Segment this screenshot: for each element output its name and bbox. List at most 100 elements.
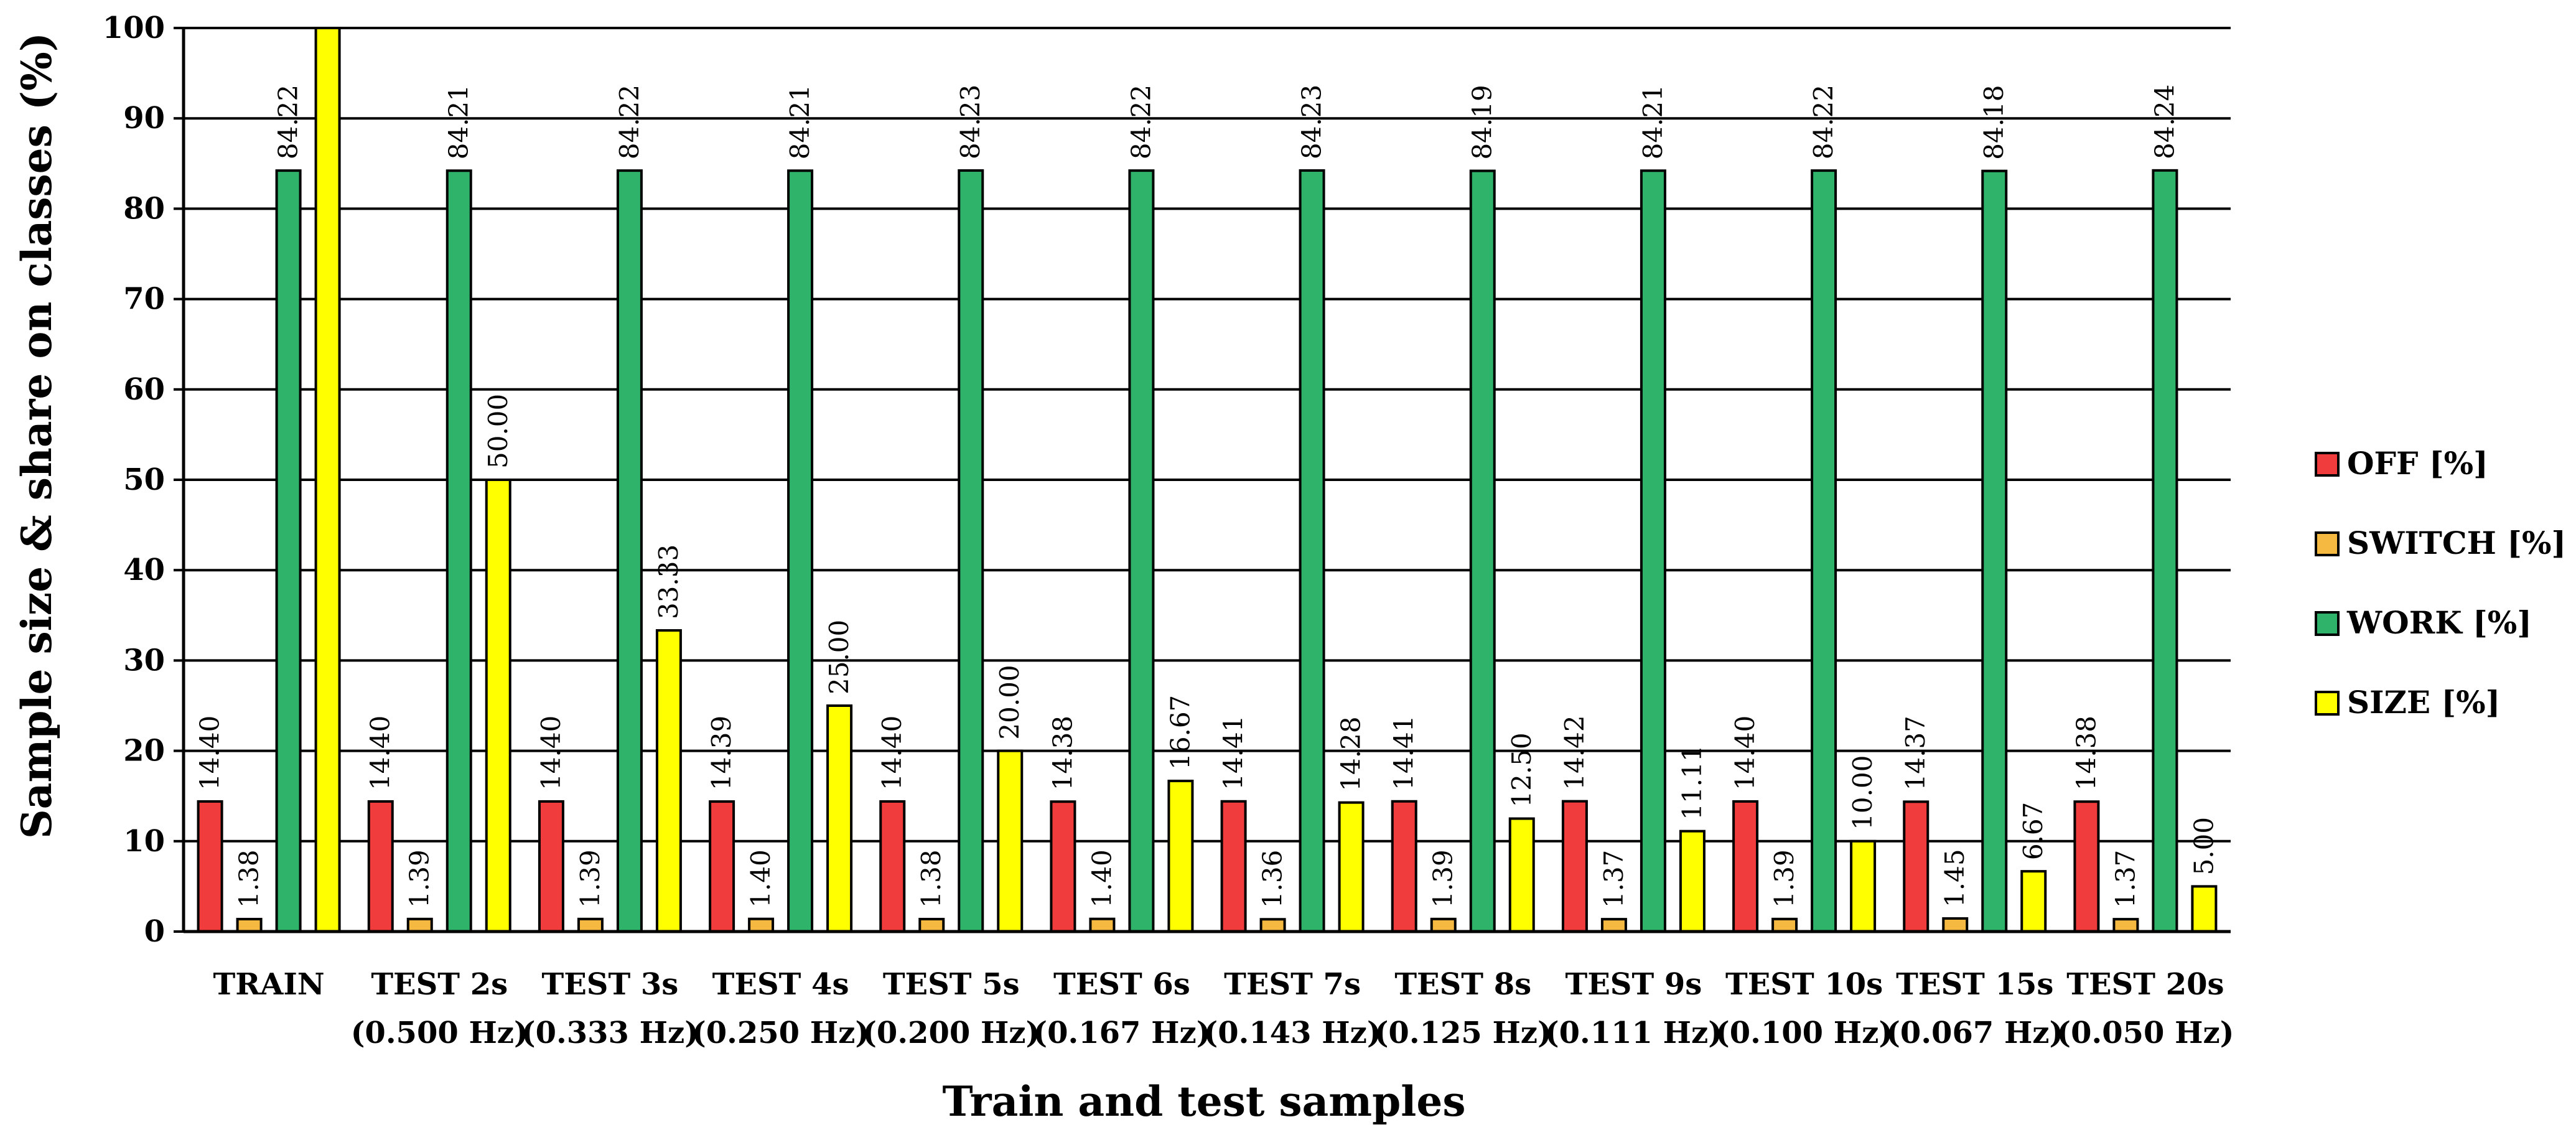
- bar-size-10: [2020, 870, 2047, 933]
- data-label: 84.23: [1297, 85, 1327, 159]
- category-sublabel: (0.111 Hz): [1545, 1016, 1722, 1050]
- data-label: 14.40: [1730, 716, 1760, 790]
- bar-work-11: [2152, 169, 2178, 933]
- data-label: 84.22: [1808, 85, 1839, 159]
- category-label: TEST 6s: [1053, 967, 1190, 1002]
- data-label: 14.38: [2071, 716, 2101, 790]
- data-label: 1.45: [1939, 849, 1970, 907]
- data-label: 1.38: [234, 849, 264, 908]
- data-label: 14.39: [706, 716, 737, 790]
- y-tick-label: 40: [123, 553, 165, 587]
- data-label: 84.23: [955, 85, 986, 159]
- data-label: 14.37: [1900, 716, 1931, 790]
- data-label: 33.33: [653, 544, 684, 619]
- bar-work-6: [1299, 169, 1325, 933]
- data-label: 14.28: [1336, 716, 1366, 791]
- data-label: 84.22: [1126, 85, 1156, 159]
- legend-label: SIZE [%]: [2347, 684, 2500, 721]
- bar-off-4: [879, 800, 906, 933]
- y-tick-label: 60: [123, 372, 165, 407]
- data-label: 14.40: [877, 716, 907, 790]
- bar-size-7: [1508, 817, 1535, 933]
- bar-switch-6: [1259, 918, 1286, 933]
- x-axis-label: Train and test samples: [943, 1077, 1466, 1126]
- bar-size-4: [997, 749, 1024, 933]
- bar-off-10: [1903, 800, 1930, 933]
- data-label: 84.18: [1979, 85, 2009, 159]
- bar-switch-3: [748, 917, 775, 933]
- data-label: 84.21: [785, 85, 815, 159]
- data-label: 50.00: [483, 394, 513, 469]
- y-tick-label: 50: [123, 462, 165, 497]
- bar-size-11: [2191, 885, 2218, 933]
- data-label: 14.40: [365, 716, 396, 790]
- data-label: 1.40: [745, 849, 776, 908]
- y-tick-label: 30: [123, 643, 165, 678]
- category-label: TEST 9s: [1566, 967, 1702, 1002]
- bar-size-1: [485, 479, 511, 933]
- category-sublabel: (0.333 Hz): [521, 1016, 699, 1050]
- bar-size-6: [1338, 801, 1365, 933]
- bar-switch-10: [1942, 917, 1969, 933]
- category-sublabel: (0.125 Hz): [1374, 1016, 1552, 1050]
- bar-switch-11: [2112, 918, 2139, 933]
- bar-work-10: [1981, 169, 2008, 933]
- category-sublabel: (0.143 Hz): [1204, 1016, 1381, 1050]
- data-label: 11.11: [1677, 745, 1707, 820]
- bar-off-3: [709, 800, 735, 933]
- data-label: 1.39: [404, 849, 435, 908]
- y-axis-ticks: 0 10 20 30 40 50 60 70 80 90 100: [103, 11, 184, 949]
- bar-off-0: [197, 800, 223, 933]
- data-label: 14.40: [536, 716, 566, 790]
- category-sublabel: (0.067 Hz): [1886, 1016, 2063, 1050]
- bar-off-7: [1391, 800, 1417, 933]
- data-label: 84.24: [2149, 85, 2180, 159]
- bar-work-4: [958, 169, 984, 933]
- legend-swatch-off: [2315, 452, 2340, 477]
- data-label: 84.22: [614, 85, 645, 159]
- data-label: 1.37: [2110, 850, 2140, 909]
- data-label: 1.36: [1258, 850, 1288, 909]
- bars: [197, 27, 2218, 933]
- bar-work-9: [1811, 169, 1837, 933]
- bar-size-3: [826, 704, 853, 933]
- y-tick-label: 20: [123, 734, 165, 769]
- data-label: 14.40: [195, 716, 225, 790]
- bar-work-8: [1640, 169, 1666, 933]
- legend-swatch-switch: [2315, 531, 2340, 556]
- data-label: 14.42: [1559, 715, 1590, 790]
- bar-off-8: [1561, 800, 1588, 933]
- legend-label: OFF [%]: [2347, 445, 2488, 482]
- category-sublabel: (0.167 Hz): [1033, 1016, 1210, 1050]
- category-sublabel: (0.050 Hz): [2056, 1016, 2234, 1050]
- data-labels: 14.40 1.38 84.22 14.40 1.39 84.21 50.00 14.40 1.…: [195, 85, 2219, 909]
- data-label: 1.39: [1769, 849, 1799, 908]
- data-label: 14.38: [1047, 716, 1078, 790]
- bar-switch-9: [1771, 917, 1798, 933]
- bar-work-0: [275, 169, 302, 933]
- bar-size-5: [1167, 779, 1194, 933]
- data-label: 84.22: [273, 85, 304, 159]
- category-label: TEST 3s: [542, 967, 679, 1002]
- data-label: 6.67: [2018, 802, 2048, 861]
- bar-off-9: [1732, 800, 1759, 933]
- category-sublabel: (0.500 Hz): [351, 1016, 528, 1050]
- y-tick-label: 100: [103, 11, 165, 45]
- gridlines: [184, 27, 2231, 933]
- bar-switch-4: [918, 917, 945, 933]
- bar-off-11: [2073, 800, 2100, 933]
- legend-label: SWITCH [%]: [2347, 525, 2566, 561]
- bar-off-1: [367, 800, 394, 933]
- category-sublabel: (0.250 Hz): [692, 1016, 869, 1050]
- bar-switch-2: [577, 917, 604, 933]
- bar-work-3: [787, 169, 814, 933]
- category-label: TEST 8s: [1394, 967, 1531, 1002]
- data-label: 14.41: [1389, 716, 1419, 790]
- legend-swatch-size: [2315, 691, 2340, 716]
- category-label: TEST 5s: [883, 967, 1020, 1002]
- bar-size-8: [1679, 830, 1706, 933]
- data-label: 1.39: [575, 849, 605, 908]
- data-label: 84.19: [1467, 85, 1498, 159]
- data-label: 16.67: [1165, 695, 1195, 770]
